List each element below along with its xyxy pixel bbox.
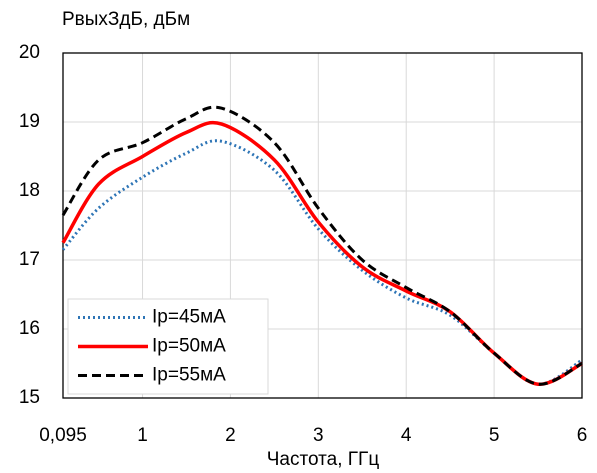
legend-label: Ip=50мА	[152, 336, 226, 357]
legend-label: Ip=45мА	[152, 307, 226, 328]
y-tick-label: 20	[19, 42, 40, 63]
y-tick-label: 15	[19, 387, 40, 408]
x-tick-label: 2	[225, 425, 236, 446]
y-tick-label: 17	[19, 249, 40, 270]
x-tick-label: 5	[489, 425, 500, 446]
x-tick-label: 0,095	[39, 425, 87, 446]
y-axis-label: PвыхЗдБ, дБм	[62, 9, 190, 30]
plot-frame	[62, 52, 583, 399]
legend: Ip=45мА Ip=50мА Ip=55мА	[67, 298, 269, 395]
series-line	[61, 105, 583, 386]
x-tick-label: 3	[313, 425, 324, 446]
y-tick-label: 18	[19, 180, 40, 201]
series-line	[61, 139, 583, 386]
legend-label: Ip=55мА	[152, 365, 226, 386]
y-tick-label: 16	[19, 318, 40, 339]
x-tick-label: 6	[577, 425, 588, 446]
y-tick-label: 19	[19, 111, 40, 132]
x-tick-label: 1	[137, 425, 148, 446]
x-tick-label: 4	[401, 425, 412, 446]
x-axis-label: Частота, ГГц	[267, 449, 380, 470]
